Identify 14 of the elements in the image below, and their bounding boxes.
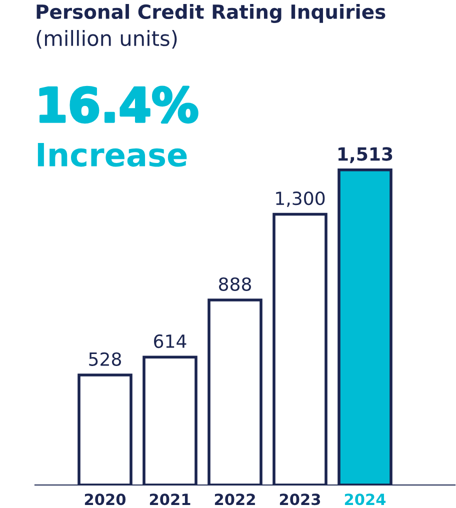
- data-label: 888: [218, 277, 251, 291]
- data-label: 614: [154, 334, 186, 348]
- x-tick-label: 2024: [344, 494, 386, 506]
- data-label: 528: [89, 352, 121, 366]
- x-tick-label: 2021: [150, 494, 190, 506]
- x-tick-label: 2020: [84, 494, 126, 506]
- text: 16.4%: [40, 86, 198, 123]
- chart-subtitle: (million units): [36, 30, 177, 49]
- chart-title: Personal Credit Rating Inquiries: [36, 4, 386, 23]
- data-label: 1,513: [338, 147, 392, 164]
- x-tick-label: 2022: [214, 494, 255, 506]
- x-tick-label: 2023: [280, 494, 320, 506]
- data-label: 1,300: [276, 192, 325, 208]
- text: Increase: [38, 142, 187, 167]
